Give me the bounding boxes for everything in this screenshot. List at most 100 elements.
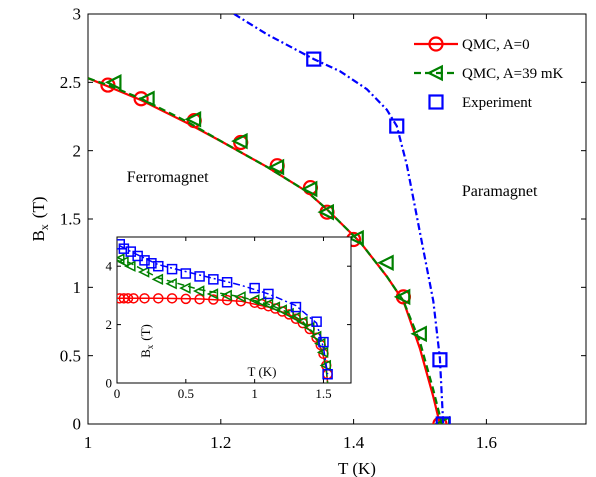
inset-data-point — [289, 311, 301, 324]
inset-data-point — [151, 273, 164, 286]
inset-data-point — [139, 255, 150, 266]
inset-data-point — [208, 274, 219, 285]
inset-x-tick-label: 0.5 — [178, 386, 194, 401]
inset-data-point — [194, 271, 205, 282]
main-x-tick-label: 1.2 — [210, 433, 231, 452]
main-data-point — [231, 132, 248, 150]
region-annotation: Paramagnet — [462, 183, 538, 200]
legend-marker — [428, 36, 444, 52]
main-data-point — [377, 254, 394, 272]
main-data-point — [389, 118, 405, 134]
main-y-tick-label: 2.5 — [60, 73, 81, 92]
inset-data-point — [268, 301, 281, 313]
main-data-point — [300, 180, 318, 198]
main-y-tick-label: 0.5 — [60, 346, 81, 365]
region-annotation: Ferromagnet — [127, 169, 209, 186]
inset-series-layer — [117, 239, 333, 383]
legend-entry: Experiment — [428, 94, 533, 111]
main-y-tick-label: 2 — [73, 141, 82, 160]
main-data-point — [347, 229, 364, 247]
inset-data-point — [249, 282, 260, 294]
inset-plot-frame — [116, 236, 352, 384]
inset-data-point — [322, 368, 333, 380]
inset-series-line — [117, 297, 329, 383]
legend-marker — [428, 94, 444, 110]
inset-data-point — [303, 321, 315, 334]
main-axis-ticks: 1 1.2 1.4 1.6 0 0.5 1 1.5 2 2.5 3 — [60, 5, 586, 452]
inset-y-axis-label-symbol: B — [138, 349, 153, 358]
inset-y-tick-label: 2 — [106, 317, 113, 332]
inset-data-point — [192, 285, 205, 297]
main-data-point — [184, 110, 202, 128]
main-series-1 — [88, 74, 451, 424]
main-y-tick-label: 1 — [73, 278, 82, 297]
inset-x-tick-label: 1 — [251, 386, 258, 401]
inset-data-point — [180, 293, 192, 305]
inset-data-point — [153, 293, 164, 304]
inset-y-tick-label: 4 — [106, 258, 113, 273]
legend-entry: QMC, A=39 mK — [414, 64, 564, 82]
inset-data-point — [139, 293, 150, 304]
inset-data-point — [220, 289, 232, 302]
legend-label: Experiment — [462, 95, 533, 111]
inset-data-point — [153, 260, 164, 272]
inset-data-point — [137, 266, 150, 278]
inset-series-2 — [117, 239, 333, 380]
inset-data-point — [165, 278, 177, 290]
main-data-point — [306, 51, 322, 67]
main-series-layer — [88, 14, 451, 424]
inset-data-point — [118, 243, 130, 254]
inset-data-point — [254, 296, 267, 308]
main-y-tick-label: 0 — [73, 415, 82, 434]
inset-data-point — [263, 288, 274, 300]
main-y-tick-label: 3 — [73, 5, 82, 24]
inset-data-point — [316, 346, 329, 359]
inset-y-axis-label-unit: (T) — [138, 324, 153, 341]
inset-data-point — [180, 268, 192, 279]
inset-data-point — [290, 301, 302, 313]
inset-data-point — [179, 282, 191, 294]
main-y-axis-label: Bx (T) — [29, 196, 51, 241]
inset-plot: 0 0.5 1 1.5 0 2 4 T (K) Bx (T) — [106, 236, 352, 401]
inset-y-axis-label: Bx (T) — [138, 324, 155, 358]
inset-series-line — [117, 256, 329, 383]
legend: QMC, A=0 QMC, A=39 mK Experiment — [414, 36, 564, 111]
inset-data-point — [296, 315, 308, 328]
main-x-tick-label: 1.6 — [476, 433, 497, 452]
legend-entry: QMC, A=0 — [414, 36, 530, 53]
inset-data-point — [166, 263, 178, 275]
main-data-point — [435, 416, 451, 424]
inset-x-axis-label: T (K) — [247, 364, 276, 379]
inset-axis-ticks: 0 0.5 1 1.5 0 2 4 — [106, 237, 351, 401]
inset-x-tick-label: 0 — [114, 386, 121, 401]
legend-marker — [426, 64, 443, 82]
main-data-point — [432, 352, 448, 368]
legend-label: QMC, A=39 mK — [462, 66, 564, 82]
main-data-point — [133, 91, 149, 107]
main-data-point — [138, 90, 155, 108]
main-y-tick-label: 1.5 — [60, 210, 81, 229]
main-x-axis-label: T (K) — [338, 459, 376, 477]
inset-data-point — [275, 304, 287, 316]
legend-label: QMC, A=0 — [462, 37, 530, 53]
inset-series-line — [119, 245, 329, 375]
inset-data-point — [122, 293, 134, 304]
main-y-axis-label-symbol: B — [29, 230, 48, 241]
inset-data-point — [146, 258, 157, 269]
inset-data-point — [221, 277, 233, 288]
inset-x-tick-label: 1.5 — [315, 386, 331, 401]
inset-data-point — [117, 256, 129, 268]
inset-data-point — [166, 293, 178, 304]
inset-data-point — [248, 294, 260, 306]
inset-data-point — [282, 307, 294, 320]
inset-data-point — [124, 260, 136, 272]
main-y-axis-label-subscript: x — [37, 224, 51, 230]
inset-data-point — [194, 293, 205, 305]
main-data-point — [410, 325, 427, 343]
inset-y-tick-label: 0 — [106, 375, 113, 390]
main-x-tick-label: 1.4 — [343, 433, 365, 452]
main-data-point — [393, 288, 411, 306]
inset-data-point — [261, 298, 274, 310]
inset-data-point — [311, 316, 322, 327]
